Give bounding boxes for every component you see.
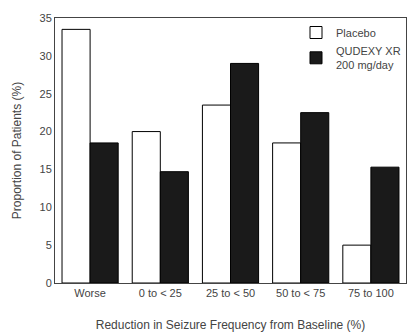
svg-text:Placebo: Placebo [336, 27, 376, 39]
svg-text:15: 15 [40, 163, 52, 175]
svg-text:35: 35 [40, 12, 52, 24]
svg-text:10: 10 [40, 201, 52, 213]
svg-text:Proportion of Patients (%): Proportion of Patients (%) [10, 82, 24, 219]
svg-text:Worse: Worse [74, 287, 106, 299]
svg-text:Reduction in Seizure Frequency: Reduction in Seizure Frequency from Base… [96, 318, 365, 332]
svg-text:75 to 100: 75 to 100 [348, 287, 394, 299]
svg-text:25 to < 50: 25 to < 50 [206, 287, 255, 299]
svg-text:20: 20 [40, 125, 52, 137]
svg-text:30: 30 [40, 50, 52, 62]
svg-text:5: 5 [46, 239, 52, 251]
svg-text:0: 0 [46, 277, 52, 289]
svg-text:0 to < 25: 0 to < 25 [139, 287, 182, 299]
svg-text:QUDEXY XR200 mg/day: QUDEXY XR200 mg/day [336, 45, 401, 71]
svg-text:25: 25 [40, 88, 52, 100]
svg-text:50 to < 75: 50 to < 75 [276, 287, 325, 299]
